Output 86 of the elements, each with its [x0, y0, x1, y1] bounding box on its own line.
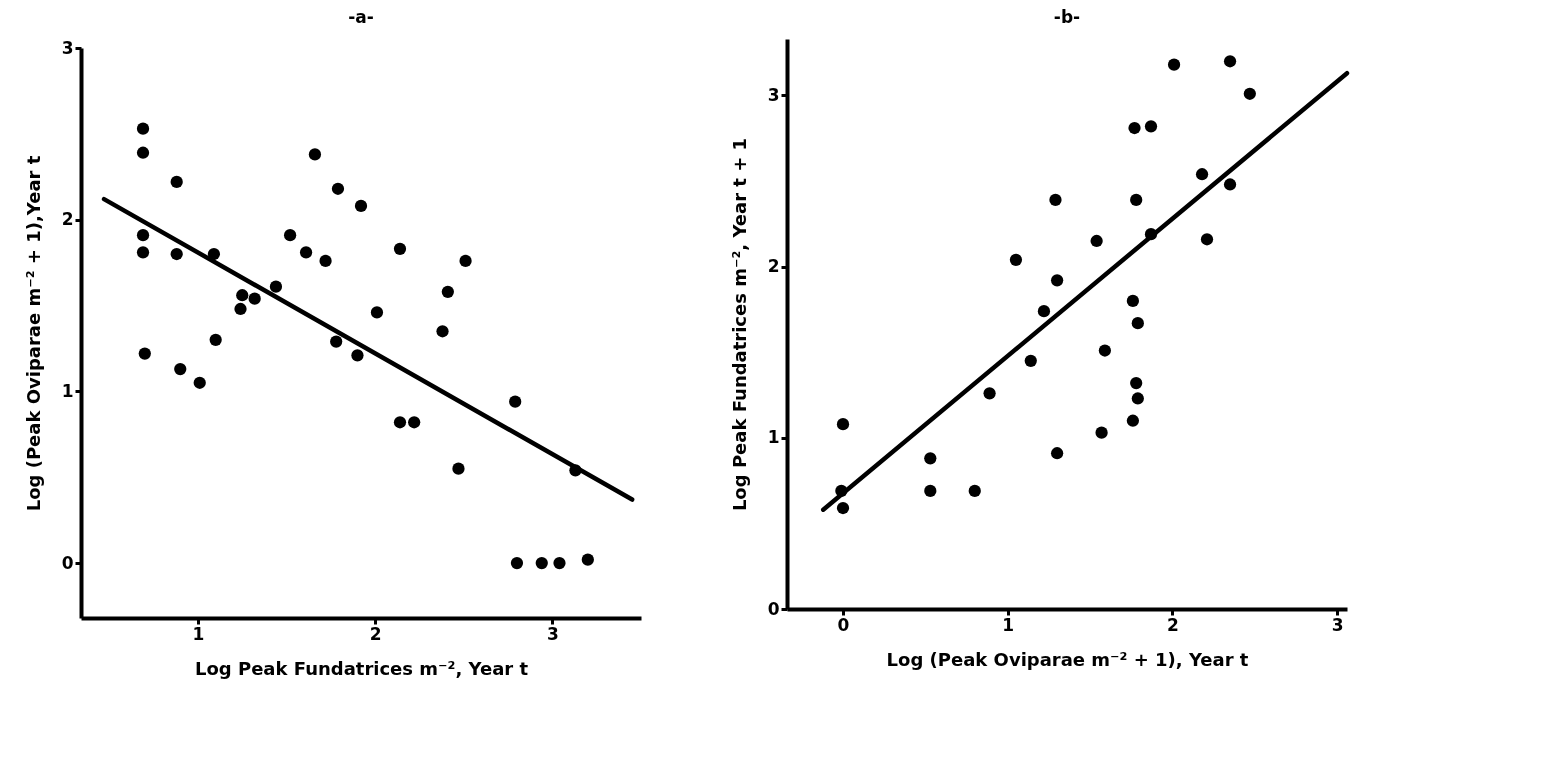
point: [510, 556, 524, 570]
point: [1130, 376, 1143, 390]
point: [1243, 87, 1256, 100]
point: [1037, 305, 1051, 318]
y-axis-title: Log Peak Fundatrices m⁻², Year t + 1: [728, 137, 750, 512]
point: [1126, 414, 1140, 427]
x-tick-label: 2: [369, 623, 382, 644]
point: [1049, 193, 1062, 207]
point: [924, 452, 937, 465]
point: [170, 247, 183, 261]
x-tick-label: 3: [546, 623, 559, 644]
point: [408, 416, 421, 429]
point: [136, 146, 150, 159]
x-tick-label: 0: [837, 614, 850, 635]
y-tick-label: 0: [61, 552, 74, 573]
point: [1144, 120, 1158, 133]
y-tick-label: 2: [61, 209, 74, 230]
x-axis-title: Log Peak Fundatrices m⁻², Year t: [194, 657, 529, 679]
point: [1167, 58, 1181, 71]
y-tick-label: 0: [767, 598, 780, 619]
point: [509, 395, 522, 408]
point: [209, 333, 222, 346]
point: [236, 289, 249, 302]
point: [351, 349, 364, 362]
point: [234, 302, 247, 316]
point: [1200, 233, 1214, 246]
point: [535, 556, 548, 570]
point: [136, 229, 150, 242]
point: [968, 484, 981, 497]
x-tick-label: 3: [1331, 614, 1344, 635]
point: [330, 335, 343, 348]
point: [283, 229, 297, 242]
x-axis-title: Log (Peak Oviparae m⁻² + 1), Year t: [886, 648, 1249, 670]
point: [370, 306, 384, 319]
point: [269, 280, 283, 293]
point: [836, 418, 850, 431]
point: [174, 362, 187, 376]
x-tick-label: 2: [1166, 614, 1179, 635]
point: [436, 325, 449, 338]
y-tick-label: 1: [61, 380, 74, 401]
y-tick-label: 2: [767, 256, 780, 277]
point: [393, 416, 407, 429]
point: [319, 254, 332, 267]
point: [441, 285, 454, 298]
point: [452, 462, 465, 475]
point: [170, 175, 183, 189]
point: [924, 484, 937, 497]
y-tick-label: 1: [767, 427, 780, 448]
point: [1024, 354, 1037, 367]
y-tick-label: 3: [61, 37, 74, 58]
point: [248, 292, 261, 305]
point: [1223, 178, 1237, 191]
point: [836, 501, 850, 515]
point: [1128, 121, 1141, 135]
point: [308, 148, 322, 161]
point: [1131, 392, 1144, 405]
point: [1130, 193, 1143, 207]
point: [553, 556, 566, 570]
chart-title: -b-: [1053, 7, 1081, 27]
point: [1223, 55, 1237, 68]
point: [331, 182, 345, 195]
point: [581, 553, 594, 566]
point: [459, 254, 472, 267]
point: [1126, 294, 1140, 307]
point: [983, 387, 996, 400]
point: [1050, 447, 1064, 460]
point: [1195, 168, 1209, 181]
y-tick-label: 3: [767, 84, 780, 105]
point: [1050, 274, 1064, 287]
y-axis-title: Log (Peak Oviparae m⁻² + 1),Year t: [22, 155, 44, 512]
x-tick-label: 1: [1002, 614, 1015, 635]
point: [1095, 426, 1108, 439]
point: [354, 199, 368, 213]
chart-title: -a-: [348, 7, 374, 27]
point: [207, 247, 221, 261]
x-tick-label: 1: [192, 623, 205, 644]
point: [1131, 317, 1144, 330]
point: [1090, 234, 1103, 248]
point: [299, 246, 313, 259]
point: [193, 376, 206, 389]
point: [1098, 344, 1112, 357]
point: [1009, 253, 1023, 266]
point: [138, 347, 151, 360]
point: [136, 246, 150, 259]
point: [136, 122, 150, 135]
point: [393, 242, 407, 255]
